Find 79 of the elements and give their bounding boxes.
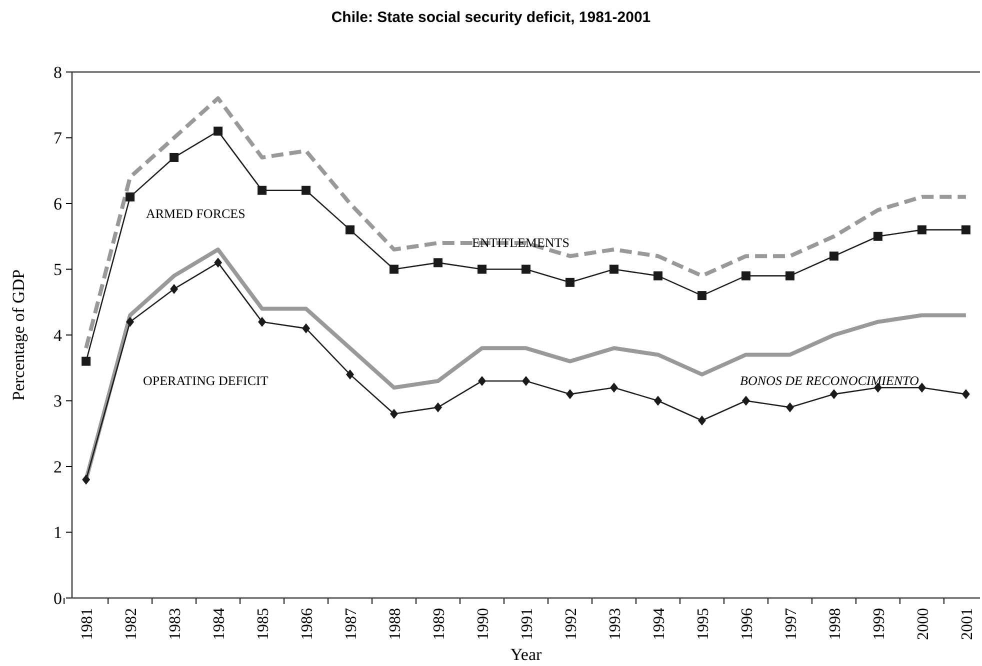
point bbox=[829, 252, 838, 261]
point bbox=[522, 376, 530, 386]
point bbox=[478, 264, 487, 274]
point bbox=[917, 225, 926, 234]
annotation: OPERATING DEFICIT bbox=[143, 373, 268, 388]
line-series bbox=[84, 96, 968, 350]
x-tick-label: 1989 bbox=[431, 608, 448, 640]
point bbox=[302, 186, 311, 195]
x-tick-label: 1991 bbox=[519, 608, 536, 640]
point bbox=[302, 323, 310, 334]
point bbox=[873, 232, 882, 241]
y-tick-label: 4 bbox=[54, 326, 62, 345]
point bbox=[654, 396, 662, 406]
y-tick-label: 2 bbox=[54, 457, 62, 476]
point bbox=[609, 264, 618, 274]
x-tick-label: 2001 bbox=[958, 608, 976, 640]
point bbox=[610, 382, 618, 393]
point bbox=[346, 225, 355, 234]
x-tick-label: 1982 bbox=[123, 608, 140, 640]
point bbox=[566, 389, 574, 400]
x-tick-label: 1986 bbox=[299, 608, 316, 640]
annotation: BONOS DE RECONOCIMIENTO bbox=[740, 373, 920, 388]
x-tick-label: 1997 bbox=[782, 608, 800, 640]
y-tick-label: 8 bbox=[54, 62, 62, 82]
point bbox=[830, 389, 838, 400]
x-tick-label: 2000 bbox=[914, 608, 932, 640]
point bbox=[434, 258, 443, 268]
x-tick-label: 1987 bbox=[343, 608, 360, 640]
x-tick-label: 1988 bbox=[387, 608, 404, 640]
x-tick-label: 1983 bbox=[167, 608, 184, 640]
y-tick-label: 3 bbox=[54, 392, 62, 411]
y-tick-label: 7 bbox=[54, 128, 62, 148]
x-tick-label: 1992 bbox=[562, 608, 580, 640]
annotation: ARMED FORCES bbox=[146, 206, 246, 221]
x-tick-label: 1990 bbox=[475, 608, 492, 640]
x-tick-label: 1984 bbox=[211, 608, 228, 640]
point bbox=[390, 264, 399, 274]
x-tick-label: 1981 bbox=[79, 608, 96, 640]
y-axis-title: Percentage of GDP bbox=[9, 269, 28, 401]
x-tick-label: 1996 bbox=[738, 608, 756, 640]
point bbox=[478, 376, 486, 386]
point bbox=[214, 258, 222, 268]
point bbox=[961, 225, 970, 234]
x-tick-label: 1995 bbox=[694, 608, 712, 640]
point bbox=[741, 271, 750, 280]
point bbox=[258, 316, 266, 327]
point bbox=[258, 186, 267, 195]
point bbox=[214, 126, 223, 136]
x-tick-label: 1994 bbox=[650, 608, 668, 640]
point bbox=[565, 278, 574, 287]
point bbox=[785, 271, 794, 280]
point bbox=[522, 264, 530, 274]
point bbox=[82, 474, 90, 485]
x-tick-label: 1993 bbox=[606, 608, 624, 640]
point bbox=[346, 369, 354, 380]
x-tick-label: 1998 bbox=[826, 608, 844, 640]
point bbox=[434, 402, 442, 412]
point bbox=[918, 382, 926, 393]
y-tick-label: 0 bbox=[54, 588, 62, 608]
x-tick-label: 1985 bbox=[255, 608, 272, 640]
annotation: ENTITLEMENTS bbox=[472, 235, 570, 250]
point bbox=[742, 396, 750, 406]
point bbox=[170, 152, 179, 162]
point bbox=[697, 291, 706, 300]
point bbox=[786, 402, 794, 412]
y-tick-label: 6 bbox=[54, 194, 62, 214]
point bbox=[170, 284, 178, 294]
point bbox=[390, 408, 398, 419]
y-tick-label: 5 bbox=[54, 260, 62, 280]
point bbox=[653, 271, 662, 280]
point bbox=[962, 389, 970, 400]
chart-title: Chile: State social security deficit, 1981-2001 bbox=[331, 9, 651, 26]
point bbox=[82, 356, 91, 366]
point bbox=[126, 316, 134, 327]
x-tick-label: 1999 bbox=[870, 608, 888, 640]
y-tick-label: 1 bbox=[54, 523, 62, 542]
x-axis-title: Year bbox=[510, 645, 542, 664]
point bbox=[126, 192, 135, 202]
point bbox=[698, 415, 706, 426]
